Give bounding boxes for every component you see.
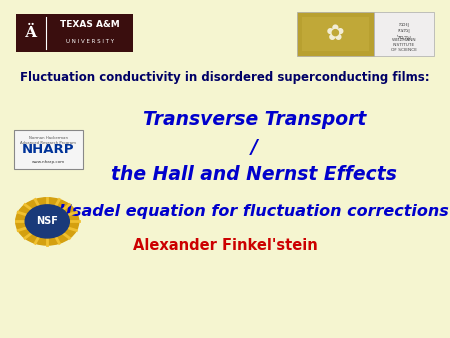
Text: the Hall and Nernst Effects: the Hall and Nernst Effects [111, 165, 397, 184]
Text: ויצמן: ויצמן [397, 28, 410, 33]
Text: www.nharp.com: www.nharp.com [32, 160, 65, 164]
Text: מכון: מכון [398, 22, 410, 27]
Text: ✿: ✿ [326, 24, 345, 44]
Text: Transverse Transport: Transverse Transport [143, 111, 366, 129]
Text: Alexander Finkel'stein: Alexander Finkel'stein [133, 238, 317, 252]
Circle shape [16, 198, 79, 245]
Text: Advanced Research Program: Advanced Research Program [20, 141, 76, 145]
Text: למדע: למדע [396, 34, 411, 39]
Text: TEXAS A&M: TEXAS A&M [60, 20, 120, 29]
Text: /: / [251, 138, 258, 156]
FancyBboxPatch shape [302, 17, 369, 51]
Text: Usadel equation for fluctuation corrections: Usadel equation for fluctuation correcti… [59, 204, 449, 219]
FancyBboxPatch shape [16, 14, 133, 52]
Text: NSF: NSF [36, 216, 58, 226]
Text: Ӓ: Ӓ [25, 26, 37, 40]
Text: WEIZMANN
INSTITUTE
OF SCIENCE: WEIZMANN INSTITUTE OF SCIENCE [391, 38, 417, 52]
FancyBboxPatch shape [297, 12, 374, 56]
FancyBboxPatch shape [374, 12, 434, 56]
Circle shape [25, 205, 69, 238]
FancyBboxPatch shape [14, 130, 83, 169]
Text: Fluctuation conductivity in disordered superconducting films:: Fluctuation conductivity in disordered s… [20, 71, 430, 84]
Text: Norman Hackerman: Norman Hackerman [29, 136, 68, 140]
Text: NHARP: NHARP [22, 143, 75, 156]
Text: U N I V E R S I T Y: U N I V E R S I T Y [66, 39, 114, 44]
